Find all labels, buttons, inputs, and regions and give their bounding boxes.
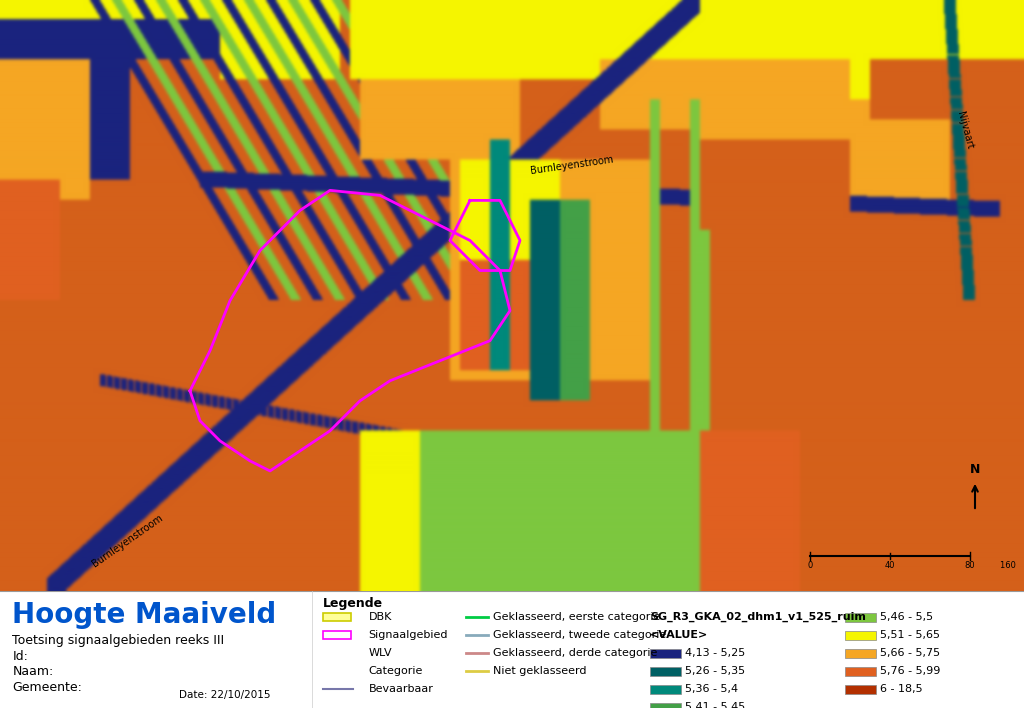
Text: Nijvaart: Nijvaart [955, 110, 975, 150]
Text: Geklasseerd, eerste categorie: Geklasseerd, eerste categorie [493, 612, 659, 622]
Text: 5,36 - 5,4: 5,36 - 5,4 [685, 685, 738, 695]
Text: Naam:: Naam: [12, 666, 53, 678]
Text: SG_R3_GKA_02_dhm1_v1_525_ruim: SG_R3_GKA_02_dhm1_v1_525_ruim [650, 612, 866, 622]
Text: <VALUE>: <VALUE> [650, 630, 709, 640]
Text: WLV: WLV [369, 648, 392, 658]
Text: 5,51 - 5,65: 5,51 - 5,65 [880, 630, 940, 640]
Text: Signaalgebied: Signaalgebied [369, 630, 449, 640]
Bar [650, 667, 681, 676]
Bar [650, 685, 681, 695]
Text: Bevaarbaar: Bevaarbaar [369, 685, 433, 695]
Bar [845, 631, 876, 640]
Text: 5,26 - 5,35: 5,26 - 5,35 [685, 666, 745, 676]
Text: 80: 80 [965, 561, 975, 570]
Text: 5,66 - 5,75: 5,66 - 5,75 [880, 648, 940, 658]
Text: Geklasseerd, derde categorie: Geklasseerd, derde categorie [493, 648, 657, 658]
Bar [845, 612, 876, 622]
Text: Burnleyenstroom: Burnleyenstroom [530, 154, 614, 176]
Text: DBK: DBK [369, 612, 392, 622]
Text: Niet geklasseerd: Niet geklasseerd [493, 666, 586, 676]
Bar [650, 703, 681, 708]
Text: 4,13 - 5,25: 4,13 - 5,25 [685, 648, 745, 658]
Text: Geklasseerd, tweede categorie: Geklasseerd, tweede categorie [493, 630, 666, 640]
Text: 5,46 - 5,5: 5,46 - 5,5 [880, 612, 933, 622]
Text: 40: 40 [885, 561, 895, 570]
Text: Id:: Id: [12, 650, 29, 663]
Text: Toetsing signaalgebieden reeks III: Toetsing signaalgebieden reeks III [12, 634, 224, 647]
Text: 6 - 18,5: 6 - 18,5 [880, 685, 923, 695]
Text: 5,41 - 5,45: 5,41 - 5,45 [685, 702, 745, 708]
Bar [323, 632, 351, 639]
Text: 0: 0 [807, 561, 813, 570]
Text: Categorie: Categorie [369, 666, 423, 676]
Text: N: N [970, 463, 980, 476]
Text: 5,76 - 5,99: 5,76 - 5,99 [880, 666, 940, 676]
Text: Legende: Legende [323, 597, 383, 610]
Bar [845, 649, 876, 658]
Text: 160      meter: 160 meter [1000, 561, 1024, 570]
Bar [323, 613, 351, 622]
Text: Gemeente:: Gemeente: [12, 681, 82, 694]
Text: Hoogte Maaiveld: Hoogte Maaiveld [12, 600, 276, 629]
Text: Burnleyenstroom: Burnleyenstroom [90, 513, 165, 569]
Text: Date: 22/10/2015: Date: 22/10/2015 [179, 690, 270, 700]
Bar [650, 649, 681, 658]
Bar [845, 685, 876, 695]
Bar [845, 667, 876, 676]
